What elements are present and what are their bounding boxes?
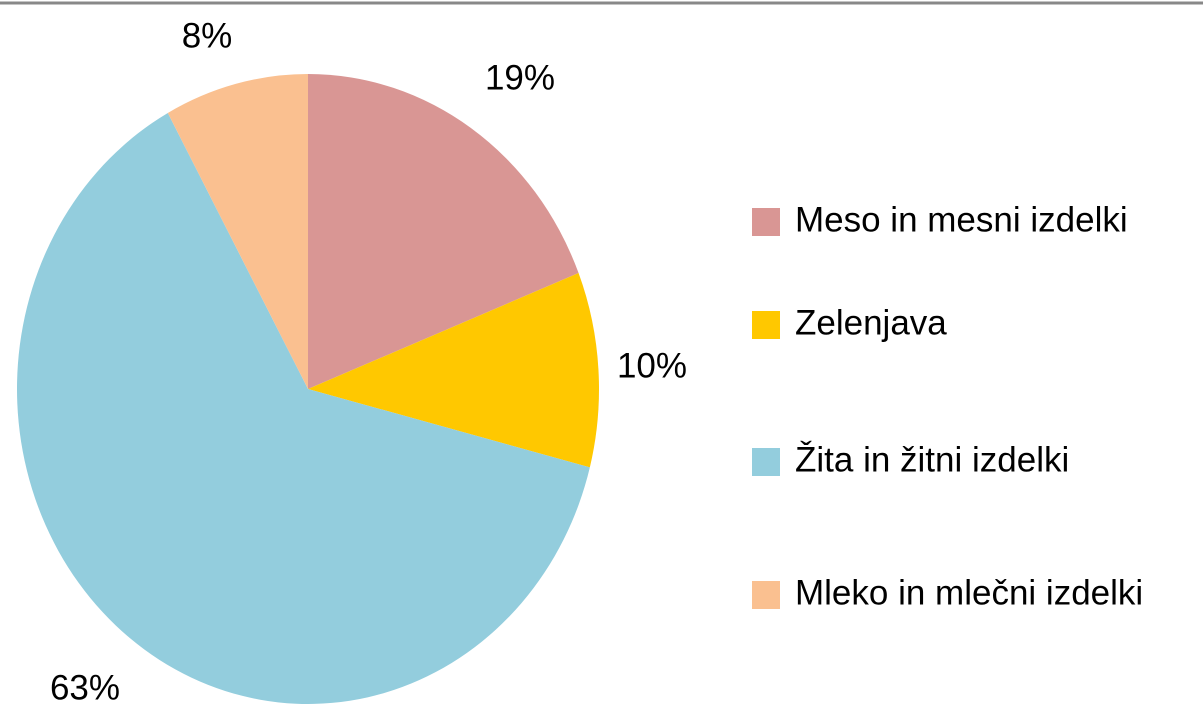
data-label: 10% [617,346,687,385]
data-label: 8% [182,16,233,55]
legend-label: Zelenjava [795,303,947,342]
legend-swatch [752,208,780,236]
pie-slice [17,112,590,705]
legend-swatch [752,311,780,339]
pie-slice [308,74,579,389]
data-label: 19% [485,58,555,97]
data-label: 63% [50,668,120,707]
legend-label: Mleko in mlečni izdelki [795,573,1143,612]
pie-slice [167,74,308,389]
legend-label: Žita in žitni izdelki [795,440,1069,479]
legend-swatch [752,448,780,476]
pie-slice [308,273,600,468]
legend-swatch [752,581,780,609]
legend-label: Meso in mesni izdelki [795,200,1128,239]
